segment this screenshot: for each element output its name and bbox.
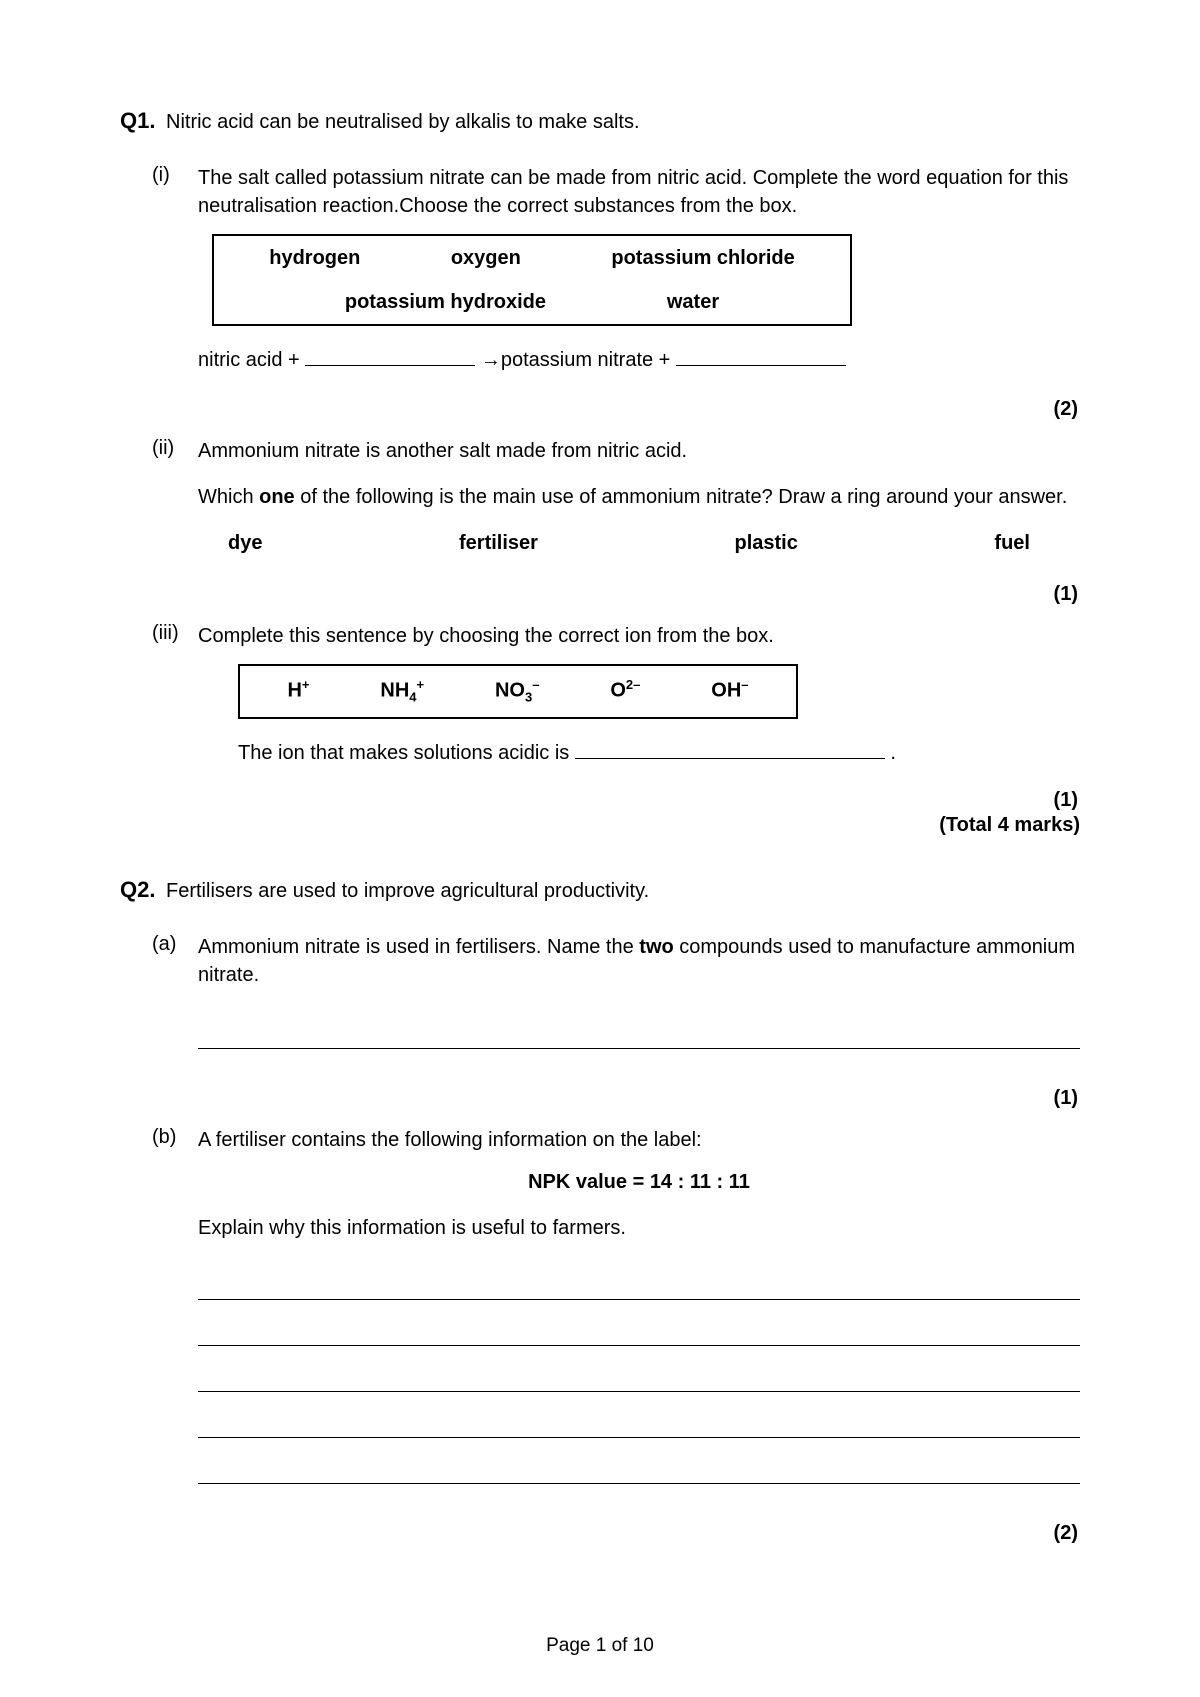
q2-a-marks: (1) [120,1087,1080,1110]
q1-iii-ion-box: H+ NH4+ NO3– O2– OH– [238,664,798,719]
ion-base: NO [495,680,525,702]
answer-line[interactable] [198,1318,1080,1346]
ion-option: O2– [610,676,640,707]
box-option: potassium chloride [611,244,794,272]
q1-part-i: (i) The salt called potassium nitrate ca… [138,164,1080,378]
q1-header: Q1. Nitric acid can be neutralised by al… [120,108,1080,136]
ion-option: OH– [711,676,748,707]
ion-sub: 4 [409,690,416,705]
q1-iii-text: Complete this sentence by choosing the c… [198,622,1080,650]
question-2: Q2. Fertilisers are used to improve agri… [120,877,1080,1545]
worksheet-page: Q1. Nitric acid can be neutralised by al… [0,0,1200,1697]
box-option: water [667,288,719,316]
q1-iii-ion-row: H+ NH4+ NO3– O2– OH– [240,666,796,717]
q1-part-iii: (iii) Complete this sentence by choosing… [138,622,1080,769]
ion-sup: + [417,677,425,692]
sentence-end: . [885,742,896,764]
q1-number: Q1. [120,108,160,134]
q1-i-box-row2: potassium hydroxide water [214,280,850,324]
ion-base: NH [380,680,409,702]
ion-option: NO3– [495,676,539,707]
q1-i-substance-box: hydrogen oxygen potassium chloride potas… [212,234,852,326]
box-option: potassium hydroxide [345,288,546,316]
q1-i-text: The salt called potassium nitrate can be… [198,164,1080,220]
text-fragment: of the following is the main use of ammo… [295,486,1068,508]
q1-iii-body: Complete this sentence by choosing the c… [198,622,1080,769]
ion-sup: – [532,677,539,692]
q2-a-label: (a) [138,933,198,1067]
q1-i-equation: nitric acid + →potassium nitrate + [198,344,1080,374]
q2-number: Q2. [120,877,160,903]
q1-iii-label: (iii) [138,622,198,769]
q1-i-box-row1: hydrogen oxygen potassium chloride [214,236,850,280]
sentence-prefix: The ion that makes solutions acidic is [238,742,575,764]
answer-line[interactable] [198,1272,1080,1300]
box-option: oxygen [451,244,521,272]
q2-b-body: A fertiliser contains the following info… [198,1126,1080,1502]
answer-blank[interactable] [575,737,885,759]
q1-ii-body: Ammonium nitrate is another salt made fr… [198,437,1080,563]
eq-mid: →potassium nitrate + [475,349,676,371]
answer-blank[interactable] [676,344,846,366]
q2-part-a: (a) Ammonium nitrate is used in fertilis… [138,933,1080,1067]
ion-base: H [287,680,301,702]
answer-line[interactable] [198,1364,1080,1392]
q2-intro: Fertilisers are used to improve agricult… [166,878,649,905]
page-footer: Page 1 of 10 [0,1635,1200,1657]
q2-b-npk: NPK value = 14 : 11 : 11 [198,1168,1080,1196]
q2-a-text: Ammonium nitrate is used in fertilisers.… [198,933,1080,989]
ion-base: O [610,680,626,702]
q1-iii-sentence: The ion that makes solutions acidic is . [238,737,1080,767]
q2-header: Q2. Fertilisers are used to improve agri… [120,877,1080,905]
text-bold: two [639,936,673,958]
q2-b-text: A fertiliser contains the following info… [198,1126,1080,1154]
ion-sup: + [302,677,310,692]
q2-b-text2: Explain why this information is useful t… [198,1214,1080,1242]
ion-sup: – [741,677,748,692]
answer-line[interactable] [198,1021,1080,1049]
choice-option[interactable]: dye [228,529,262,557]
q1-total-marks: (Total 4 marks) [120,814,1080,837]
choice-option[interactable]: fertiliser [459,529,538,557]
ion-base: OH [711,680,741,702]
q1-i-body: The salt called potassium nitrate can be… [198,164,1080,378]
answer-line[interactable] [198,1410,1080,1438]
q1-ii-marks: (1) [120,583,1080,606]
ion-option: H+ [287,676,309,707]
q2-b-label: (b) [138,1126,198,1502]
q1-iii-marks: (1) [120,789,1080,812]
q1-ii-choices: dye fertiliser plastic fuel [198,529,1080,557]
ion-option: NH4+ [380,676,424,707]
answer-blank[interactable] [305,344,475,366]
ion-sup: 2– [626,677,640,692]
eq-prefix: nitric acid + [198,349,305,371]
q1-part-ii: (ii) Ammonium nitrate is another salt ma… [138,437,1080,563]
q1-i-marks: (2) [120,398,1080,421]
answer-line[interactable] [198,1456,1080,1484]
question-1: Q1. Nitric acid can be neutralised by al… [120,108,1080,837]
q1-i-label: (i) [138,164,198,378]
q2-b-marks: (2) [120,1522,1080,1545]
box-option: hydrogen [269,244,360,272]
choice-option[interactable]: fuel [994,529,1030,557]
q1-ii-text1: Ammonium nitrate is another salt made fr… [198,437,1080,465]
text-fragment: Which [198,486,259,508]
q1-ii-label: (ii) [138,437,198,563]
text-fragment: Ammonium nitrate is used in fertilisers.… [198,936,639,958]
choice-option[interactable]: plastic [735,529,798,557]
q2-a-body: Ammonium nitrate is used in fertilisers.… [198,933,1080,1067]
q1-intro: Nitric acid can be neutralised by alkali… [166,109,640,136]
q2-part-b: (b) A fertiliser contains the following … [138,1126,1080,1502]
q1-ii-text2: Which one of the following is the main u… [198,483,1080,511]
text-bold: one [259,486,295,508]
